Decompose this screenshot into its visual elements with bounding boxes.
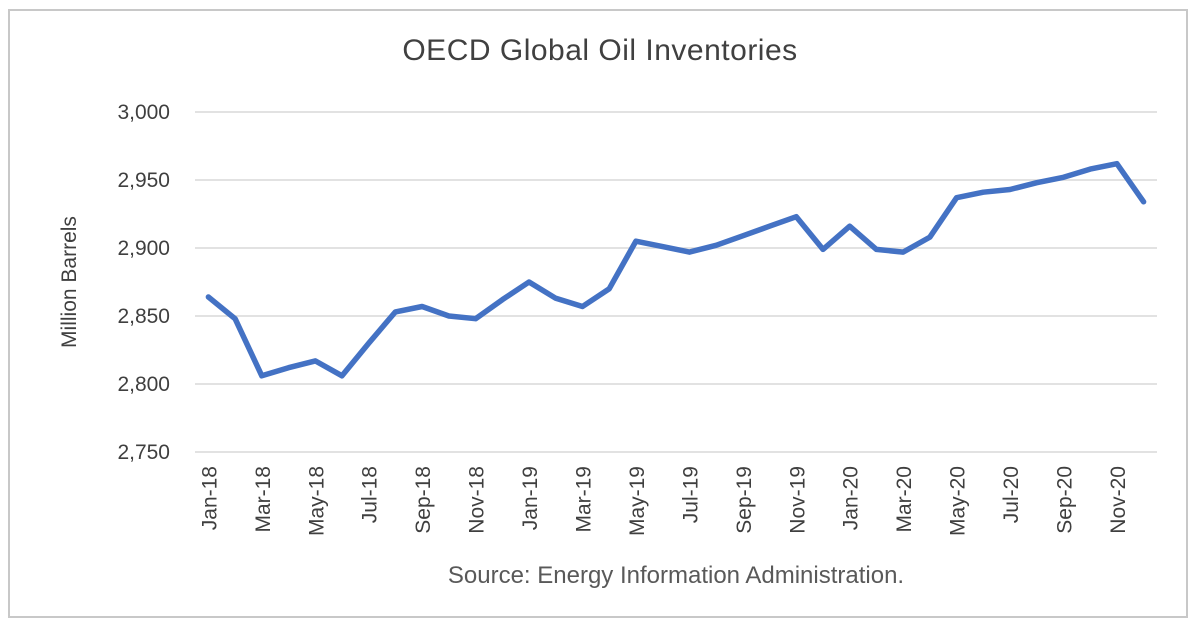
x-tick-label: Sep-18	[412, 466, 435, 534]
x-tick-label: Mar-18	[252, 466, 275, 533]
x-tick-label: Sep-20	[1053, 466, 1076, 534]
x-tick-label: Jan-18	[198, 466, 221, 530]
x-tick-label: May-19	[626, 466, 649, 536]
y-tick-label: 3,000	[117, 101, 170, 124]
x-tick-label: Jan-19	[519, 466, 542, 530]
x-tick-label: Mar-20	[893, 466, 916, 533]
y-tick-label: 2,850	[117, 305, 170, 328]
x-tick-label: May-20	[947, 466, 970, 536]
y-tick-label: 2,800	[117, 373, 170, 396]
x-tick-label: Nov-19	[786, 466, 809, 534]
y-tick-label: 2,950	[117, 169, 170, 192]
x-tick-label: Jul-20	[1000, 466, 1023, 523]
y-tick-label: 2,900	[117, 237, 170, 260]
chart-title: OECD Global Oil Inventories	[402, 34, 798, 67]
x-tick-label: Nov-18	[466, 466, 489, 534]
data-series-line	[205, 160, 1147, 379]
y-tick-label: 2,750	[117, 441, 170, 464]
x-tick-label: Mar-19	[572, 466, 595, 533]
x-tick-label: Jan-20	[840, 466, 863, 530]
x-tick-label: Jul-19	[679, 466, 702, 523]
source-note: Source: Energy Information Administratio…	[447, 562, 905, 589]
x-tick-label: Nov-20	[1107, 466, 1130, 534]
x-tick-label: Jul-18	[359, 466, 382, 523]
x-tick-label: Sep-19	[733, 466, 756, 534]
x-tick-label: May-18	[305, 466, 328, 536]
